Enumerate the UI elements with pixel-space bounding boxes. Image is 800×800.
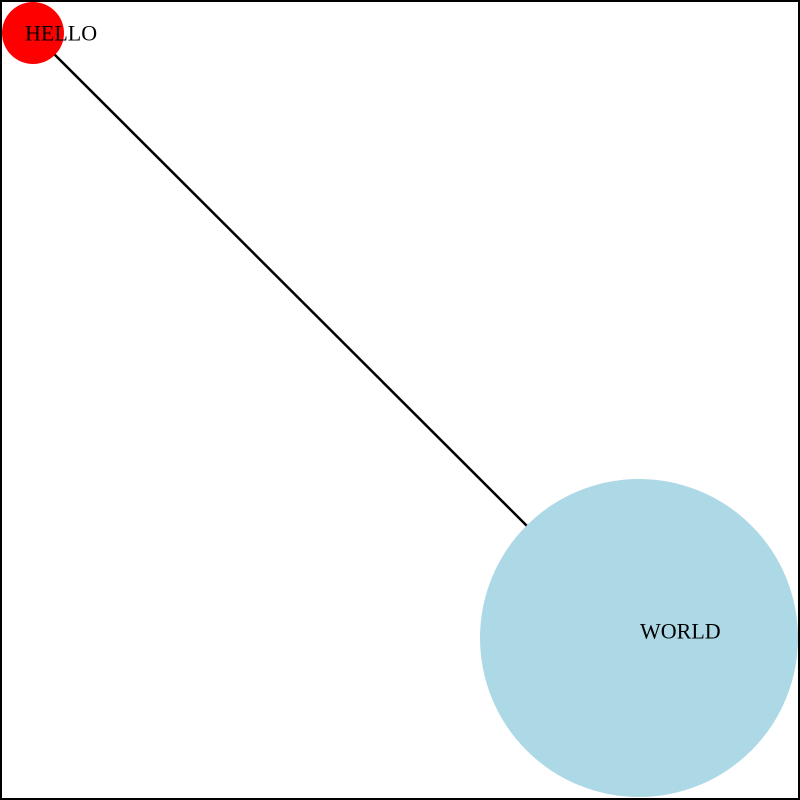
node-hello[interactable] [2, 2, 64, 64]
edge-hello-world [32, 32, 529, 528]
node-world-label: WORLD [640, 619, 721, 644]
node-hello-label: HELLO [25, 21, 97, 46]
node-world[interactable] [480, 479, 798, 797]
